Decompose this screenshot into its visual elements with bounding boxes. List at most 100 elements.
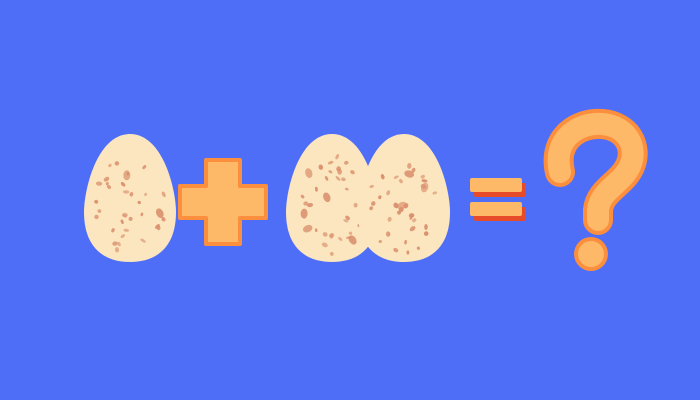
- egg-speckle: [123, 228, 130, 232]
- egg-speckle: [120, 219, 124, 224]
- egg-speckle: [398, 178, 403, 184]
- egg-speckle: [97, 209, 102, 213]
- egg-speckle: [344, 160, 349, 165]
- egg-speckle: [120, 234, 126, 238]
- equals-sign-icon: [470, 178, 526, 221]
- egg-speckle: [140, 212, 144, 217]
- egg-speckle: [321, 242, 328, 248]
- egg-speckle: [420, 174, 426, 179]
- egg-speckle: [114, 247, 120, 253]
- egg-speckle: [122, 190, 130, 194]
- egg-shell: [84, 134, 176, 262]
- egg-speckle: [329, 233, 334, 239]
- egg-speckle: [128, 216, 133, 221]
- egg-speckle: [142, 165, 147, 170]
- egg-speckle: [314, 228, 318, 233]
- egg-speckle: [161, 191, 166, 198]
- egg-speckle: [305, 168, 313, 179]
- egg-pair-icon: [286, 134, 450, 262]
- egg-speckle: [323, 192, 331, 203]
- egg-speckle: [336, 166, 341, 172]
- egg-speckle: [108, 163, 112, 168]
- egg-speckle: [327, 160, 334, 165]
- egg-speckle: [344, 187, 349, 191]
- plus-sign-icon: [178, 158, 268, 246]
- egg-speckle: [111, 228, 115, 233]
- egg-speckle: [103, 176, 110, 182]
- egg-speckle: [371, 201, 376, 206]
- egg-speckle: [144, 192, 147, 197]
- egg-speckle: [407, 163, 412, 169]
- egg-speckle: [424, 224, 428, 230]
- egg-speckle: [348, 231, 353, 235]
- egg-speckle: [345, 236, 352, 239]
- egg-speckle: [116, 241, 121, 247]
- egg-speckle: [378, 195, 382, 200]
- egg-speckle: [114, 161, 120, 166]
- egg-speckle: [353, 202, 358, 208]
- egg-speckle: [318, 164, 324, 170]
- egg-speckle: [380, 173, 385, 180]
- egg-speckle: [393, 175, 399, 179]
- egg-speckle: [156, 225, 161, 231]
- egg-speckle: [421, 179, 428, 183]
- egg-speckle: [409, 226, 416, 232]
- egg-speckle: [345, 215, 350, 221]
- egg-speckle: [385, 231, 391, 237]
- egg-speckle: [155, 208, 164, 218]
- egg-speckle: [423, 231, 429, 236]
- egg-speckle: [409, 214, 413, 220]
- egg-speckle: [369, 206, 374, 211]
- egg-speckle: [122, 214, 127, 218]
- egg-speckle: [120, 181, 126, 187]
- egg-speckle: [95, 181, 103, 186]
- egg-speckle: [343, 219, 349, 223]
- egg-icon: [84, 134, 176, 262]
- egg-speckle: [300, 208, 308, 219]
- egg-speckle: [397, 201, 407, 210]
- egg-speckle: [386, 190, 391, 196]
- egg-icon: [286, 134, 378, 262]
- egg-speckle: [129, 192, 134, 197]
- egg-speckle: [341, 177, 346, 182]
- egg-speckle: [94, 214, 99, 220]
- egg-speckle: [412, 218, 417, 223]
- egg-speckle: [322, 232, 328, 237]
- egg-shell: [358, 134, 450, 262]
- egg-speckle: [94, 199, 99, 204]
- egg-speckle: [140, 238, 146, 243]
- egg-speckle: [328, 170, 333, 174]
- egg-icon: [358, 134, 450, 262]
- question-mark-icon: [543, 108, 648, 271]
- egg-speckle: [300, 194, 305, 199]
- egg-speckle: [107, 184, 111, 190]
- egg-speckle: [112, 241, 118, 246]
- egg-speckle: [123, 170, 131, 181]
- egg-speckle: [303, 201, 309, 206]
- egg-speckle: [421, 182, 429, 193]
- egg-speckle: [335, 176, 341, 181]
- egg-speckle: [432, 191, 438, 195]
- egg-speckle: [350, 170, 355, 175]
- egg-speckle: [406, 250, 410, 255]
- egg-speckle: [387, 216, 392, 222]
- egg-speckle: [404, 170, 415, 178]
- egg-speckle: [393, 247, 399, 253]
- egg-speckle: [335, 154, 340, 160]
- egg-speckle: [324, 176, 329, 181]
- egg-speckle: [411, 167, 416, 173]
- egg-speckle: [329, 251, 334, 256]
- egg-speckle: [161, 217, 166, 222]
- egg-speckle: [338, 237, 343, 241]
- egg-speckle: [105, 182, 109, 186]
- egg-speckle: [416, 246, 421, 250]
- egg-speckle: [137, 200, 141, 205]
- egg-speckle: [398, 207, 404, 213]
- egg-speckle: [378, 239, 382, 244]
- egg-speckle: [302, 224, 313, 233]
- egg-speckle: [314, 186, 318, 192]
- egg-speckle: [307, 202, 314, 208]
- egg-speckle: [404, 239, 407, 245]
